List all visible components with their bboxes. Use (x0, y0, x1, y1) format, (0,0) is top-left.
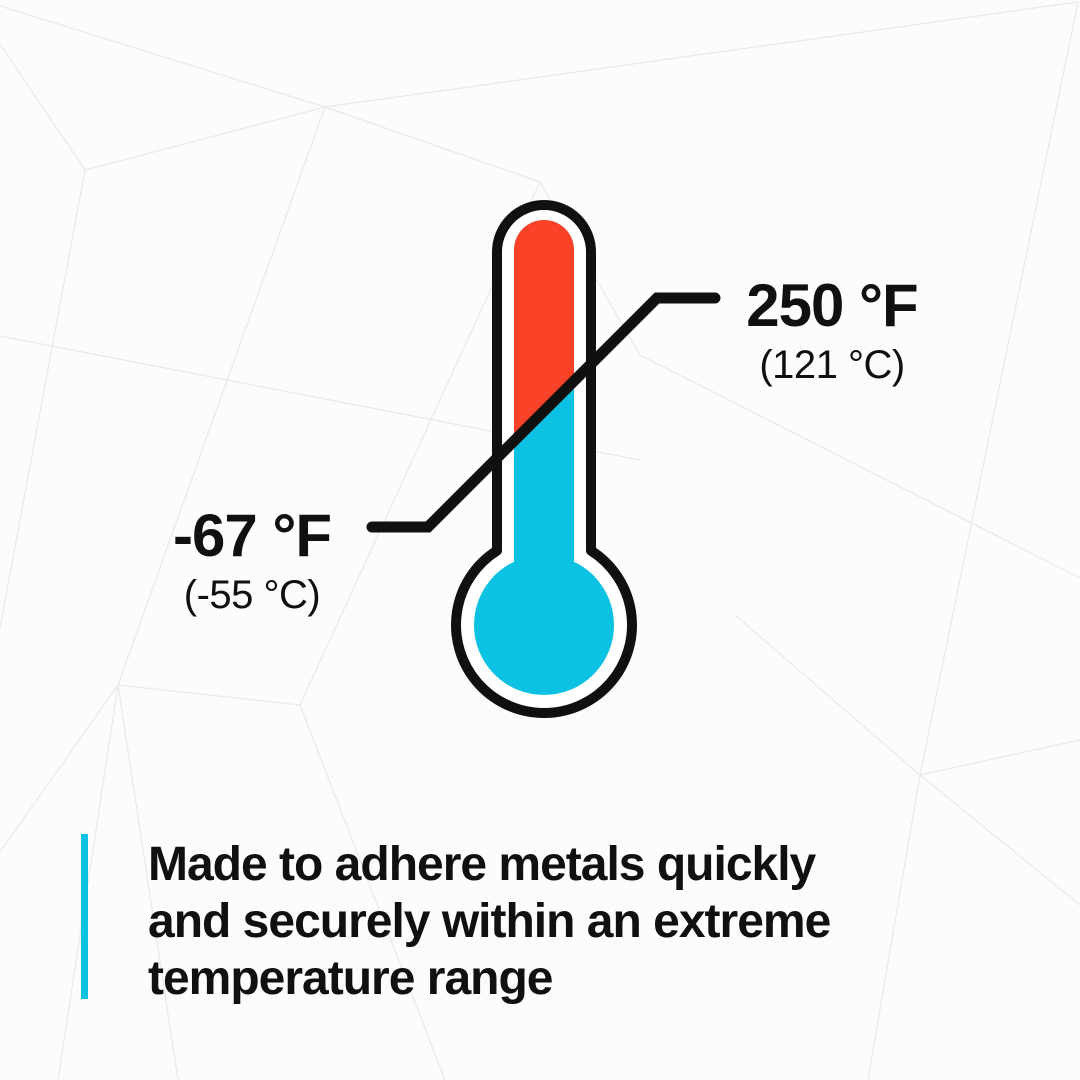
low-temp-fahrenheit: -67 °F (172, 502, 332, 569)
callout-line (366, 292, 721, 533)
high-temp-label: 250 °F (121 °C) (744, 272, 920, 387)
low-temp-celsius: (-55 °C) (183, 573, 321, 617)
high-temp-fahrenheit: 250 °F (746, 272, 918, 339)
caption: Made to adhere metals quickly and secure… (148, 836, 831, 1007)
caption-line: temperature range (148, 952, 553, 1005)
high-temp-celsius: (121 °C) (759, 343, 905, 387)
caption-line: and securely within an extreme (148, 895, 831, 948)
thermometer-mercury-hot (514, 220, 574, 515)
low-temp-label: -67 °F (-55 °C) (164, 502, 340, 617)
caption-line: Made to adhere metals quickly (148, 838, 816, 891)
caption-accent-bar (81, 834, 88, 999)
